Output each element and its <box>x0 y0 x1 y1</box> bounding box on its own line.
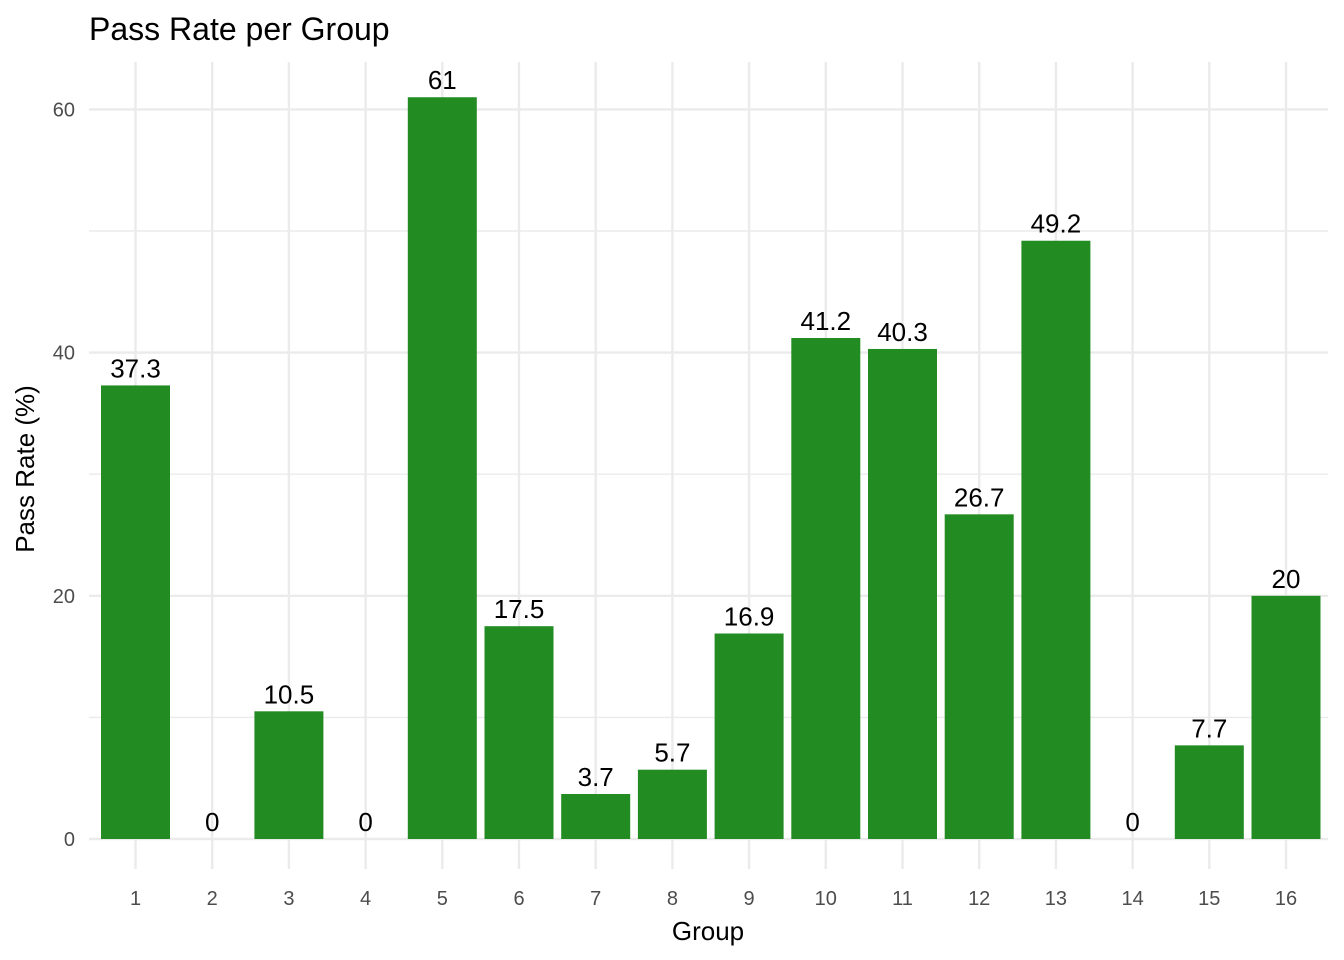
bar-group-16 <box>1251 595 1321 839</box>
x-tick-label: 6 <box>513 888 524 910</box>
bars <box>101 97 1321 840</box>
data-label-group-1: 37.3 <box>110 353 161 383</box>
bar-group-11 <box>868 348 937 839</box>
data-label-group-6: 17.5 <box>494 594 545 624</box>
data-label-group-4: 0 <box>358 807 372 837</box>
data-label-group-3: 10.5 <box>264 679 315 709</box>
bar-group-6 <box>484 626 554 839</box>
x-tick-label: 1 <box>130 888 141 910</box>
data-label-group-5: 61 <box>428 65 457 95</box>
bar-group-3 <box>254 711 324 839</box>
bar-group-1 <box>101 385 170 839</box>
x-tick-label: 3 <box>283 888 294 910</box>
x-tick-label: 16 <box>1275 888 1297 910</box>
data-label-group-15: 7.7 <box>1191 713 1227 743</box>
x-axis-title: Group <box>672 916 744 946</box>
data-label-group-9: 16.9 <box>724 601 775 631</box>
x-tick-label: 7 <box>590 888 601 910</box>
bar-group-8 <box>637 769 707 839</box>
bar-group-13 <box>1021 240 1091 839</box>
x-tick-label: 10 <box>815 888 837 910</box>
bar-group-5 <box>407 97 477 840</box>
data-label-group-8: 5.7 <box>654 738 690 768</box>
x-tick-label: 12 <box>968 888 990 910</box>
bar-group-15 <box>1174 745 1244 839</box>
x-tick-label: 9 <box>744 888 755 910</box>
x-tick-label: 5 <box>437 888 448 910</box>
y-tick-label: 20 <box>53 586 75 608</box>
data-label-group-16: 20 <box>1272 564 1301 594</box>
data-label-group-7: 3.7 <box>578 762 614 792</box>
data-label-group-11: 40.3 <box>877 317 928 347</box>
data-label-group-14: 0 <box>1125 807 1139 837</box>
x-tick-label: 14 <box>1121 888 1143 910</box>
x-tick-label: 11 <box>892 888 913 910</box>
x-tick-label: 2 <box>207 888 218 910</box>
bar-group-10 <box>791 338 861 839</box>
data-label-group-10: 41.2 <box>800 306 851 336</box>
x-tick-label: 13 <box>1045 888 1067 910</box>
y-tick-label: 60 <box>53 99 75 121</box>
bar-group-7 <box>561 794 631 839</box>
data-label-group-13: 49.2 <box>1031 209 1082 239</box>
bar-group-12 <box>944 514 1014 839</box>
chart-title: Pass Rate per Group <box>89 11 390 47</box>
y-tick-label: 0 <box>64 829 75 851</box>
x-tick-label: 15 <box>1198 888 1220 910</box>
x-tick-label: 4 <box>360 888 371 910</box>
y-axis-title: Pass Rate (%) <box>10 385 40 553</box>
data-labels: 37.3 0 10.5 0 61 17.5 3.7 5.7 16.9 41.2 40.3 26.7 49… <box>110 65 1300 837</box>
x-tick-label: 8 <box>667 888 678 910</box>
data-label-group-12: 26.7 <box>954 482 1005 512</box>
data-label-group-2: 0 <box>205 807 219 837</box>
y-axis-ticks: 0 20 40 60 <box>53 99 75 851</box>
bar-group-9 <box>714 633 784 839</box>
y-tick-label: 40 <box>53 343 75 365</box>
x-axis-ticks: 1 2 3 4 5 6 7 8 9 10 11 12 13 14 15 16 <box>130 888 1297 910</box>
